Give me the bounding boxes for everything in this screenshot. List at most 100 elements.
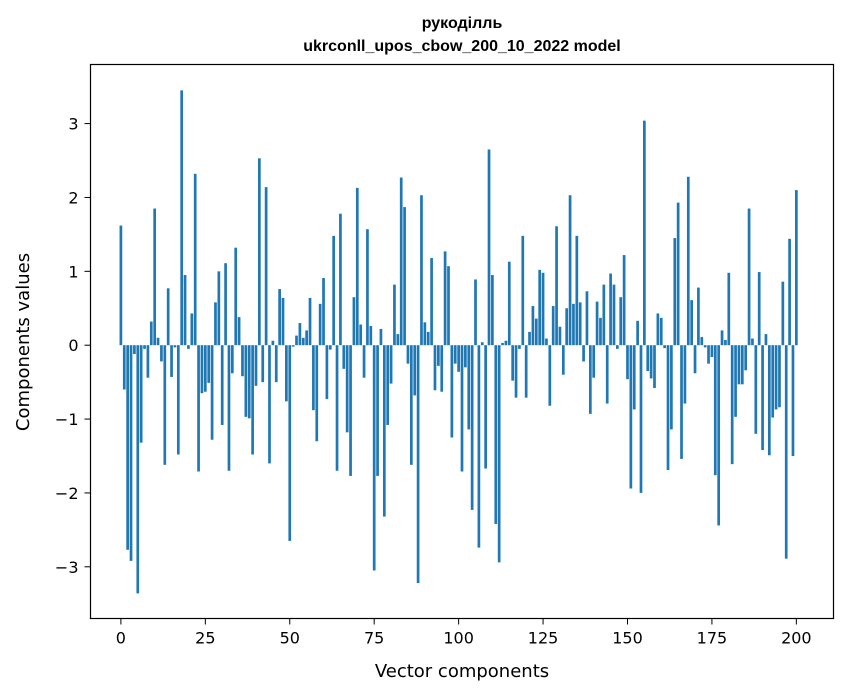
bar [494,345,498,524]
bar [558,326,562,346]
bar [268,345,271,464]
bar [193,173,197,346]
bar [322,277,325,346]
bar [693,345,697,374]
bar [207,345,211,383]
bar [258,158,261,346]
bar [555,226,558,346]
chart-title: рукоділль [422,15,503,32]
bar [298,323,302,346]
bar [697,287,700,346]
bar [666,345,670,471]
bar [561,345,565,375]
y-tick-label: −2 [55,484,79,503]
bar [754,345,758,434]
bar [328,345,332,350]
bar [190,313,194,346]
bar [403,207,406,346]
bar [791,345,795,456]
y-tick-label: 3 [68,115,78,134]
bar [318,303,322,346]
bar [514,345,518,398]
bar [133,345,136,355]
bar [710,345,714,358]
bar [416,345,420,584]
bar [467,345,471,430]
bar [126,345,129,550]
bar [234,247,238,346]
bar [217,271,221,346]
bar [274,345,278,383]
bar [720,330,724,346]
bar [396,334,400,346]
bar [683,345,687,404]
bar [224,263,227,346]
bar [491,275,494,346]
bar [575,235,579,346]
bar [788,238,791,346]
bar [139,345,143,443]
bar [663,345,666,349]
bar [453,345,457,364]
bar [359,324,363,346]
bar [609,273,612,346]
bar [450,345,454,438]
bar [423,322,427,346]
bar [511,345,515,381]
bar [156,337,160,346]
bar [251,345,254,455]
bar [288,345,292,541]
bar [227,345,231,471]
bar [187,345,190,349]
x-tick-label: 150 [612,629,643,648]
x-tick-label: 25 [195,629,215,648]
bar [784,345,788,559]
bar [639,345,643,493]
bar [146,345,150,378]
bar [214,302,217,346]
bar [551,306,555,346]
bar [700,337,704,346]
bar [622,255,626,346]
bar [734,345,737,417]
bar [153,208,157,346]
bar [595,301,599,346]
bar [160,345,163,362]
bar [545,338,548,346]
bar [342,345,346,369]
bar [795,190,798,346]
bar [122,345,126,390]
bar [183,275,187,346]
bar [680,345,683,459]
bar [521,235,525,346]
bar [443,251,447,346]
bar [774,345,778,410]
bar [582,345,585,362]
bar [781,281,785,346]
bar [369,325,373,346]
bar [136,345,140,594]
bar [484,345,487,469]
bar [636,320,639,346]
x-axis-ticks: 0 25 50 75 100 125 150 175 200 [116,618,812,648]
bar [646,345,650,372]
bar [170,345,173,377]
bar [727,272,731,346]
bar [771,345,775,418]
bar [339,213,342,346]
bar [119,225,123,346]
bar [180,90,184,346]
bar [474,279,477,346]
bar [703,345,707,348]
bar [724,340,727,346]
bar [389,345,393,384]
bar [349,345,352,476]
bar [470,345,474,510]
bar [524,345,528,398]
bar [713,345,717,476]
bar [670,345,673,430]
bar [599,317,602,346]
bar [751,338,754,346]
bar [578,302,582,346]
